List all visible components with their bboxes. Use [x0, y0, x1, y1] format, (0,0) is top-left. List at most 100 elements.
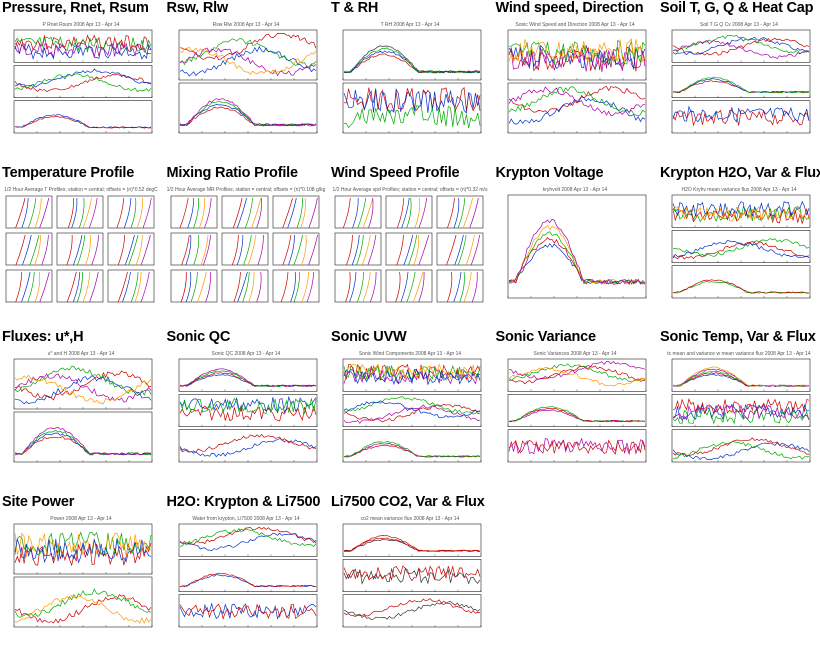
plot-thumbnail[interactable]: tc mean and variance w mean variance flu… [660, 350, 818, 478]
plot-tile-wind-speed-profile[interactable]: Wind Speed Profile 1/2 Hour Average spd P… [329, 165, 491, 325]
profile-line [352, 197, 359, 228]
plot-tile-mixing-ratio-profile[interactable]: Mixing Ratio Profile 1/2 Hour Average MR … [165, 165, 327, 325]
plot-tile-sonic-uvw[interactable]: Sonic UVW Sonic Wind Components 2008 Apr … [329, 329, 491, 489]
series-line [672, 442, 810, 460]
profile-line [396, 234, 404, 265]
plot-title[interactable]: Pressure, Rnet, Rsum [2, 0, 149, 16]
plot-subtitle: H2O Kryhv mean variance flux 2008 Apr 13… [681, 187, 796, 193]
plot-subtitle: co2 mean variance flux 2008 Apr 13 - Apr… [361, 516, 460, 522]
plot-panel [671, 264, 811, 298]
plot-title[interactable]: Rsw, Rlw [166, 0, 229, 16]
plot-thumbnail[interactable]: Sonic Variances 2008 Apr 13 - Apr 14 [495, 350, 654, 478]
plot-thumbnail[interactable]: 1/2 Hour Average spd Profiles; station =… [331, 185, 489, 314]
series-line [343, 368, 481, 386]
plot-tile-h2o-krypton-li7500[interactable]: H2O: Krypton & Li7500 Water from krypton,… [165, 494, 327, 654]
plot-thumbnail[interactable]: co2 mean variance flux 2008 Apr 13 - Apr… [331, 514, 489, 643]
profile-line [289, 271, 296, 302]
profile-line [255, 271, 262, 302]
plot-title[interactable]: Sonic Temp, Var & Flux [660, 329, 816, 345]
profile-line [180, 271, 187, 302]
profile-line [76, 271, 83, 302]
profile-line [82, 271, 91, 302]
plot-title[interactable]: Mixing Ratio Profile [166, 164, 299, 181]
plot-thumbnail[interactable]: kryhvolt 2008 Apr 13 - Apr 14 [495, 185, 654, 314]
plot-title[interactable]: Wind speed, Direction [495, 0, 644, 16]
profile-line [192, 234, 199, 265]
series-line [672, 398, 810, 415]
plot-title[interactable]: Wind Speed Profile [331, 164, 460, 181]
plot-tile-rsw-rlw[interactable]: Rsw, Rlw Rsw Rlw 2008 Apr 13 - Apr 14 [165, 0, 327, 160]
series-line [508, 405, 645, 423]
plot-subtitle: tc mean and variance w mean variance flu… [667, 351, 811, 357]
series-line [179, 532, 316, 551]
plot-thumbnail[interactable]: Rsw Rlw 2008 Apr 13 - Apr 14 [166, 21, 325, 149]
plot-title[interactable]: Sonic Variance [495, 329, 597, 345]
plot-tile-li7500-co2-var-flux[interactable]: Li7500 CO2, Var & Flux co2 mean variance … [329, 494, 491, 654]
profile-line [185, 271, 191, 302]
series-line [14, 73, 152, 93]
plot-thumbnail[interactable]: Sonic QC 2008 Apr 13 - Apr 14 [166, 350, 325, 478]
plot-tile-t-rh[interactable]: T & RH T RH 2008 Apr 13 - Apr 14 [329, 0, 491, 160]
series-line [14, 538, 152, 564]
plot-title[interactable]: Krypton Voltage [495, 164, 604, 181]
plot-thumbnail[interactable]: P Rnet Rsum 2008 Apr 13 - Apr 14 [2, 21, 160, 149]
profile-line [134, 271, 142, 302]
plot-tile-krypton-h2o-var-flux[interactable]: Krypton H2O, Var & Flux H2O Kryhv mean va… [658, 165, 820, 325]
series-line [179, 104, 316, 127]
plot-subtitle: Sonic Wind Components 2008 Apr 13 - Apr … [359, 351, 462, 357]
plot-tile-site-power[interactable]: Site Power Power 2008 Apr 13 - Apr 14 [0, 494, 162, 654]
plot-tile-krypton-voltage[interactable]: Krypton Voltage kryhvolt 2008 Apr 13 - Ap… [494, 165, 656, 325]
plot-thumbnail[interactable]: 1/2 Hour Average MR Profiles; station = … [166, 185, 325, 314]
plot-thumbnail[interactable]: Sonic Wind Speed and Direction 2008 Apr … [495, 21, 654, 149]
profile-line [242, 234, 252, 265]
plot-tile-sonic-variance[interactable]: Sonic Variance Sonic Variances 2008 Apr 1… [494, 329, 656, 489]
profile-line [351, 234, 360, 265]
series-line [14, 532, 152, 557]
series-line [14, 594, 152, 624]
plot-subtitle: 1/2 Hour Average T Profiles; station = c… [4, 187, 158, 193]
profile-line [406, 271, 416, 302]
plot-tile-pressure-rnet-rsum[interactable]: Pressure, Rnet, Rsum P Rnet Rsum 2008 Apr… [0, 0, 162, 160]
plot-title[interactable]: T & RH [331, 0, 379, 16]
plot-thumbnail[interactable]: Power 2008 Apr 13 - Apr 14 [2, 514, 160, 643]
plot-panel [507, 429, 646, 463]
plot-title[interactable]: Temperature Profile [2, 164, 135, 181]
profile-line [78, 197, 85, 228]
profile-line [186, 197, 194, 228]
profile-line [140, 271, 150, 302]
profile-line [368, 197, 374, 228]
plot-tile-fluxes-u-h[interactable]: Fluxes: u*,H u* and H 2008 Apr 13 - Apr 1… [0, 329, 162, 489]
plot-title[interactable]: Krypton H2O, Var & Flux [660, 164, 820, 181]
plot-thumbnail[interactable]: Soil T G Q Cv 2008 Apr 13 - Apr 14 [660, 21, 818, 149]
profile-line [301, 271, 309, 302]
profile-line [293, 234, 303, 265]
plot-title[interactable]: Fluxes: u*,H [2, 329, 84, 345]
profile-line [82, 197, 92, 228]
plot-thumbnail[interactable]: T RH 2008 Apr 13 - Apr 14 [331, 21, 489, 149]
plot-title[interactable]: Sonic QC [166, 329, 231, 345]
plot-tile-temperature-profile[interactable]: Temperature Profile 1/2 Hour Average T Pr… [0, 165, 162, 325]
plot-thumbnail[interactable]: Sonic Wind Components 2008 Apr 13 - Apr … [331, 350, 489, 478]
profile-line [88, 197, 98, 228]
plot-title[interactable]: Soil T, G, Q & Heat Cap [660, 0, 814, 16]
plot-tile-wind-speed-direction[interactable]: Wind speed, Direction Sonic Wind Speed an… [494, 0, 656, 160]
plot-thumbnail[interactable]: 1/2 Hour Average T Profiles; station = c… [2, 185, 160, 314]
profile-line [66, 271, 77, 302]
profile-line [307, 197, 318, 228]
profile-line [287, 234, 295, 265]
plot-thumbnail[interactable]: u* and H 2008 Apr 13 - Apr 14 [2, 350, 160, 478]
plot-title[interactable]: H2O: Krypton & Li7500 [166, 493, 321, 510]
plot-thumbnail[interactable]: H2O Kryhv mean variance flux 2008 Apr 13… [660, 185, 818, 314]
plot-panel [178, 358, 317, 392]
plot-tile-sonic-temp-var-flux[interactable]: Sonic Temp, Var & Flux tc mean and varian… [658, 329, 820, 489]
plot-title[interactable]: Sonic UVW [331, 329, 407, 345]
profile-line [244, 197, 253, 228]
plot-title[interactable]: Li7500 CO2, Var & Flux [331, 493, 485, 510]
profile-line [454, 234, 464, 265]
plot-tile-soil-t-g-q-heat-cap[interactable]: Soil T, G, Q & Heat Cap Soil T G Q Cv 200… [658, 0, 820, 160]
plot-subtitle: Soil T G Q Cv 2008 Apr 13 - Apr 14 [700, 22, 778, 28]
plot-tile-sonic-qc[interactable]: Sonic QC Sonic QC 2008 Apr 13 - Apr 14 [165, 329, 327, 489]
plot-title[interactable]: Site Power [2, 493, 75, 510]
series-line [508, 85, 645, 114]
plot-thumbnail[interactable]: Water from krypton, Li7500 2008 Apr 13 -… [166, 514, 325, 643]
